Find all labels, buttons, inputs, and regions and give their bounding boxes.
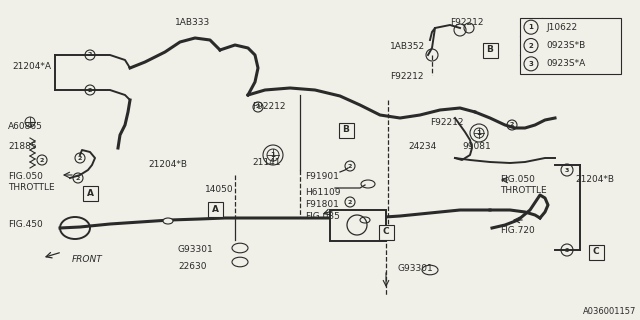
Text: F92212: F92212	[390, 72, 424, 81]
Text: 2: 2	[348, 199, 352, 204]
Ellipse shape	[232, 243, 248, 253]
FancyBboxPatch shape	[520, 18, 621, 74]
Text: 1AB352: 1AB352	[390, 42, 425, 51]
Text: 21204*A: 21204*A	[12, 62, 51, 71]
Text: H61109: H61109	[305, 188, 340, 197]
Text: G93301: G93301	[398, 264, 434, 273]
Ellipse shape	[232, 257, 248, 267]
Text: 3: 3	[565, 167, 569, 172]
FancyBboxPatch shape	[339, 123, 353, 138]
FancyBboxPatch shape	[330, 210, 385, 241]
FancyBboxPatch shape	[378, 225, 394, 239]
FancyBboxPatch shape	[83, 186, 97, 201]
Text: 99081: 99081	[462, 142, 491, 151]
Text: B: B	[342, 125, 349, 134]
Text: THROTTLE: THROTTLE	[500, 186, 547, 195]
Ellipse shape	[422, 265, 438, 275]
Text: 1AB333: 1AB333	[175, 18, 211, 27]
Text: 2: 2	[529, 43, 533, 49]
FancyBboxPatch shape	[483, 43, 497, 58]
Text: 2: 2	[88, 87, 92, 92]
Text: F91901: F91901	[305, 172, 339, 181]
Text: FIG.050: FIG.050	[8, 172, 43, 181]
Text: FIG.050: FIG.050	[500, 175, 535, 184]
Text: 0923S*B: 0923S*B	[546, 41, 585, 50]
Text: 2: 2	[348, 164, 352, 169]
Text: 21885: 21885	[8, 142, 36, 151]
Text: FIG.720: FIG.720	[500, 226, 535, 235]
Text: A036001157: A036001157	[582, 307, 636, 316]
Text: B: B	[486, 45, 493, 54]
Text: G93301: G93301	[178, 245, 214, 254]
Text: 21204*B: 21204*B	[148, 160, 187, 169]
Text: 1: 1	[477, 130, 481, 136]
Text: FRONT: FRONT	[72, 255, 103, 264]
Text: 2: 2	[40, 157, 44, 163]
FancyBboxPatch shape	[589, 244, 604, 260]
Text: A60865: A60865	[8, 122, 43, 131]
Text: 24234: 24234	[408, 142, 436, 151]
Text: 1: 1	[529, 24, 533, 30]
Text: 1: 1	[271, 152, 275, 158]
Text: 3: 3	[529, 61, 533, 67]
Text: 3: 3	[565, 247, 569, 252]
Text: 22630: 22630	[178, 262, 207, 271]
Text: 2: 2	[256, 105, 260, 109]
Text: 21204*B: 21204*B	[575, 175, 614, 184]
Text: 0923S*A: 0923S*A	[546, 59, 585, 68]
Text: F92212: F92212	[450, 18, 483, 27]
Text: 2: 2	[510, 123, 514, 127]
Ellipse shape	[360, 217, 370, 223]
Text: A: A	[211, 204, 218, 213]
Text: F92212: F92212	[430, 118, 463, 127]
Text: 14050: 14050	[205, 185, 234, 194]
Text: J10622: J10622	[546, 23, 577, 32]
Text: F92212: F92212	[252, 102, 285, 111]
Ellipse shape	[163, 218, 173, 224]
Text: A: A	[86, 188, 93, 197]
Text: C: C	[593, 247, 599, 257]
Text: FIG.450: FIG.450	[8, 220, 43, 229]
Text: 2: 2	[76, 175, 80, 180]
FancyBboxPatch shape	[207, 202, 223, 217]
Text: THROTTLE: THROTTLE	[8, 183, 54, 192]
Text: 2: 2	[88, 52, 92, 58]
Text: FIG.035: FIG.035	[305, 212, 340, 221]
Text: C: C	[383, 228, 389, 236]
Text: F91801: F91801	[305, 200, 339, 209]
Text: 21141: 21141	[252, 158, 280, 167]
Text: 2: 2	[78, 156, 82, 161]
